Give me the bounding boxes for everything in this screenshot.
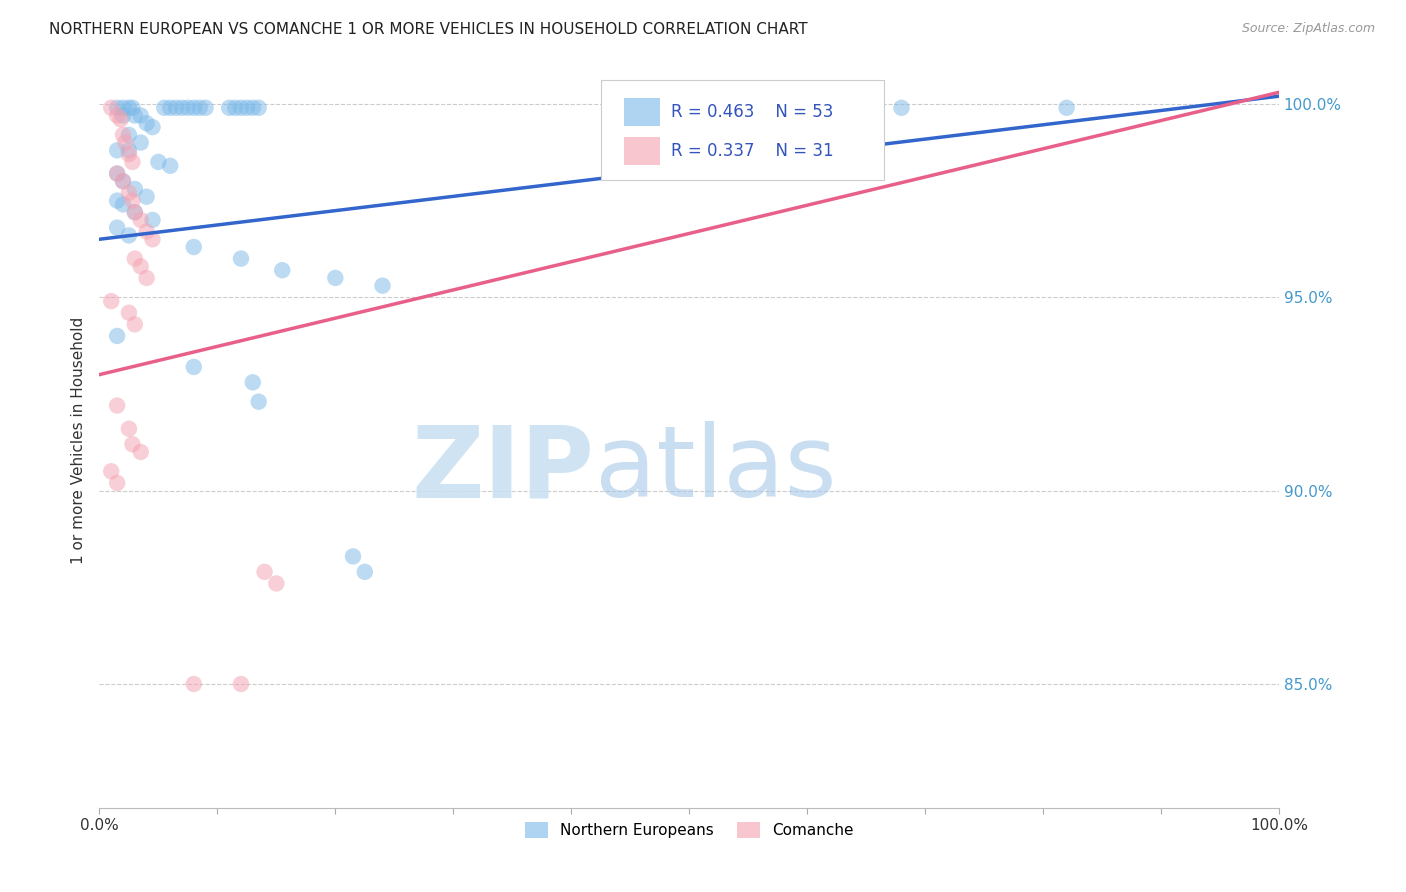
Point [135, 271, 157, 285]
Point [105, 399, 128, 413]
Point [111, 128, 134, 142]
Point [121, 101, 143, 115]
Point [105, 194, 128, 208]
Point [105, 101, 128, 115]
Point [159, 101, 181, 115]
Point [105, 329, 128, 343]
Point [100, 464, 122, 478]
Legend: Northern Europeans, Comanche: Northern Europeans, Comanche [519, 816, 859, 844]
Point [183, 677, 205, 691]
Point [105, 167, 128, 181]
Point [124, 205, 146, 219]
Point [118, 186, 141, 200]
Point [247, 394, 270, 409]
Point [105, 109, 128, 123]
Point [124, 318, 146, 332]
Point [242, 101, 264, 115]
Point [135, 116, 157, 130]
Point [153, 101, 176, 115]
Point [124, 252, 146, 266]
Point [247, 101, 270, 115]
Point [148, 155, 170, 169]
Point [105, 144, 128, 158]
Point [121, 155, 143, 169]
Point [124, 182, 146, 196]
Point [111, 197, 134, 211]
Point [194, 101, 217, 115]
FancyBboxPatch shape [624, 98, 659, 126]
Point [141, 120, 163, 135]
Point [183, 101, 205, 115]
Point [141, 232, 163, 246]
Point [118, 228, 141, 243]
Point [129, 213, 152, 227]
Point [124, 205, 146, 219]
Point [229, 101, 252, 115]
Point [105, 475, 128, 490]
Point [129, 445, 152, 459]
Point [118, 306, 141, 320]
Point [242, 376, 264, 390]
Point [118, 147, 141, 161]
Point [121, 194, 143, 208]
Point [353, 565, 375, 579]
Point [129, 260, 152, 274]
Y-axis label: 1 or more Vehicles in Household: 1 or more Vehicles in Household [72, 317, 86, 564]
Point [100, 101, 122, 115]
Text: NORTHERN EUROPEAN VS COMANCHE 1 OR MORE VEHICLES IN HOUSEHOLD CORRELATION CHART: NORTHERN EUROPEAN VS COMANCHE 1 OR MORE … [49, 22, 808, 37]
Point [271, 263, 294, 277]
Point [114, 136, 136, 150]
Point [253, 565, 276, 579]
Point [118, 101, 141, 115]
Point [1056, 101, 1078, 115]
Point [229, 677, 252, 691]
Point [844, 101, 866, 115]
Point [159, 159, 181, 173]
Point [124, 109, 146, 123]
Point [342, 549, 364, 564]
Text: R = 0.463    N = 53: R = 0.463 N = 53 [672, 103, 834, 121]
Point [218, 101, 240, 115]
Point [111, 174, 134, 188]
Point [224, 101, 246, 115]
Point [105, 220, 128, 235]
Point [111, 101, 134, 115]
Point [266, 576, 288, 591]
Point [183, 240, 205, 254]
Text: Source: ZipAtlas.com: Source: ZipAtlas.com [1241, 22, 1375, 36]
Point [129, 136, 152, 150]
Point [111, 174, 134, 188]
Point [177, 101, 200, 115]
Point [135, 225, 157, 239]
Point [229, 252, 252, 266]
Point [129, 109, 152, 123]
Point [371, 278, 394, 293]
Point [100, 294, 122, 309]
Point [183, 359, 205, 374]
Point [325, 271, 347, 285]
Point [110, 112, 132, 127]
Point [170, 101, 193, 115]
Point [141, 213, 163, 227]
Point [118, 128, 141, 142]
Point [165, 101, 187, 115]
Point [188, 101, 211, 115]
Point [890, 101, 912, 115]
Point [121, 437, 143, 451]
Point [135, 190, 157, 204]
Text: ZIP: ZIP [412, 421, 595, 518]
Point [118, 422, 141, 436]
FancyBboxPatch shape [624, 136, 659, 165]
Text: R = 0.337    N = 31: R = 0.337 N = 31 [672, 142, 834, 160]
Point [105, 167, 128, 181]
FancyBboxPatch shape [600, 80, 884, 179]
Point [236, 101, 259, 115]
Point [118, 144, 141, 158]
Point [111, 109, 134, 123]
Text: atlas: atlas [595, 421, 837, 518]
